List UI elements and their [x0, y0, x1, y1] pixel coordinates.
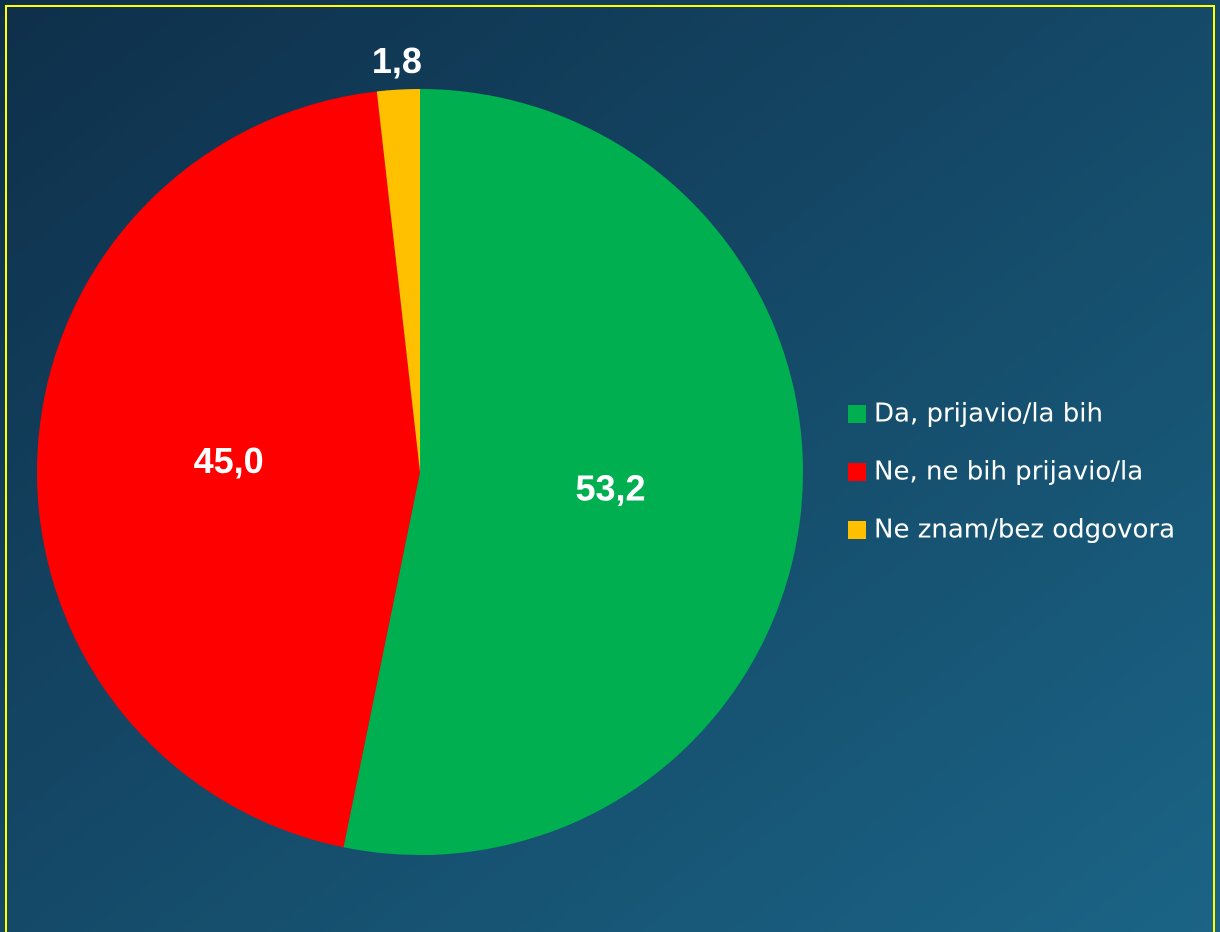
pie-slice — [376, 89, 420, 472]
value-labels: 53,2 45,0 1,8 — [194, 40, 646, 509]
pie-slice — [36, 91, 420, 848]
legend-label: Da, prijavio/la bih — [874, 399, 1103, 429]
pie-slice — [343, 89, 803, 855]
pie — [36, 89, 803, 855]
frame — [5, 5, 1215, 932]
legend-label: Ne znam/bez odgovora — [874, 515, 1175, 545]
legend-swatch — [848, 521, 866, 539]
legend-label: Ne, ne bih prijavio/la — [874, 457, 1143, 487]
value-label: 53,2 — [575, 468, 645, 509]
value-label: 1,8 — [372, 40, 422, 81]
legend-swatch — [848, 405, 866, 423]
legend: Da, prijavio/la bih Ne, ne bih prijavio/l… — [848, 399, 1175, 545]
legend-swatch — [848, 463, 866, 481]
value-label: 45,0 — [194, 440, 264, 481]
